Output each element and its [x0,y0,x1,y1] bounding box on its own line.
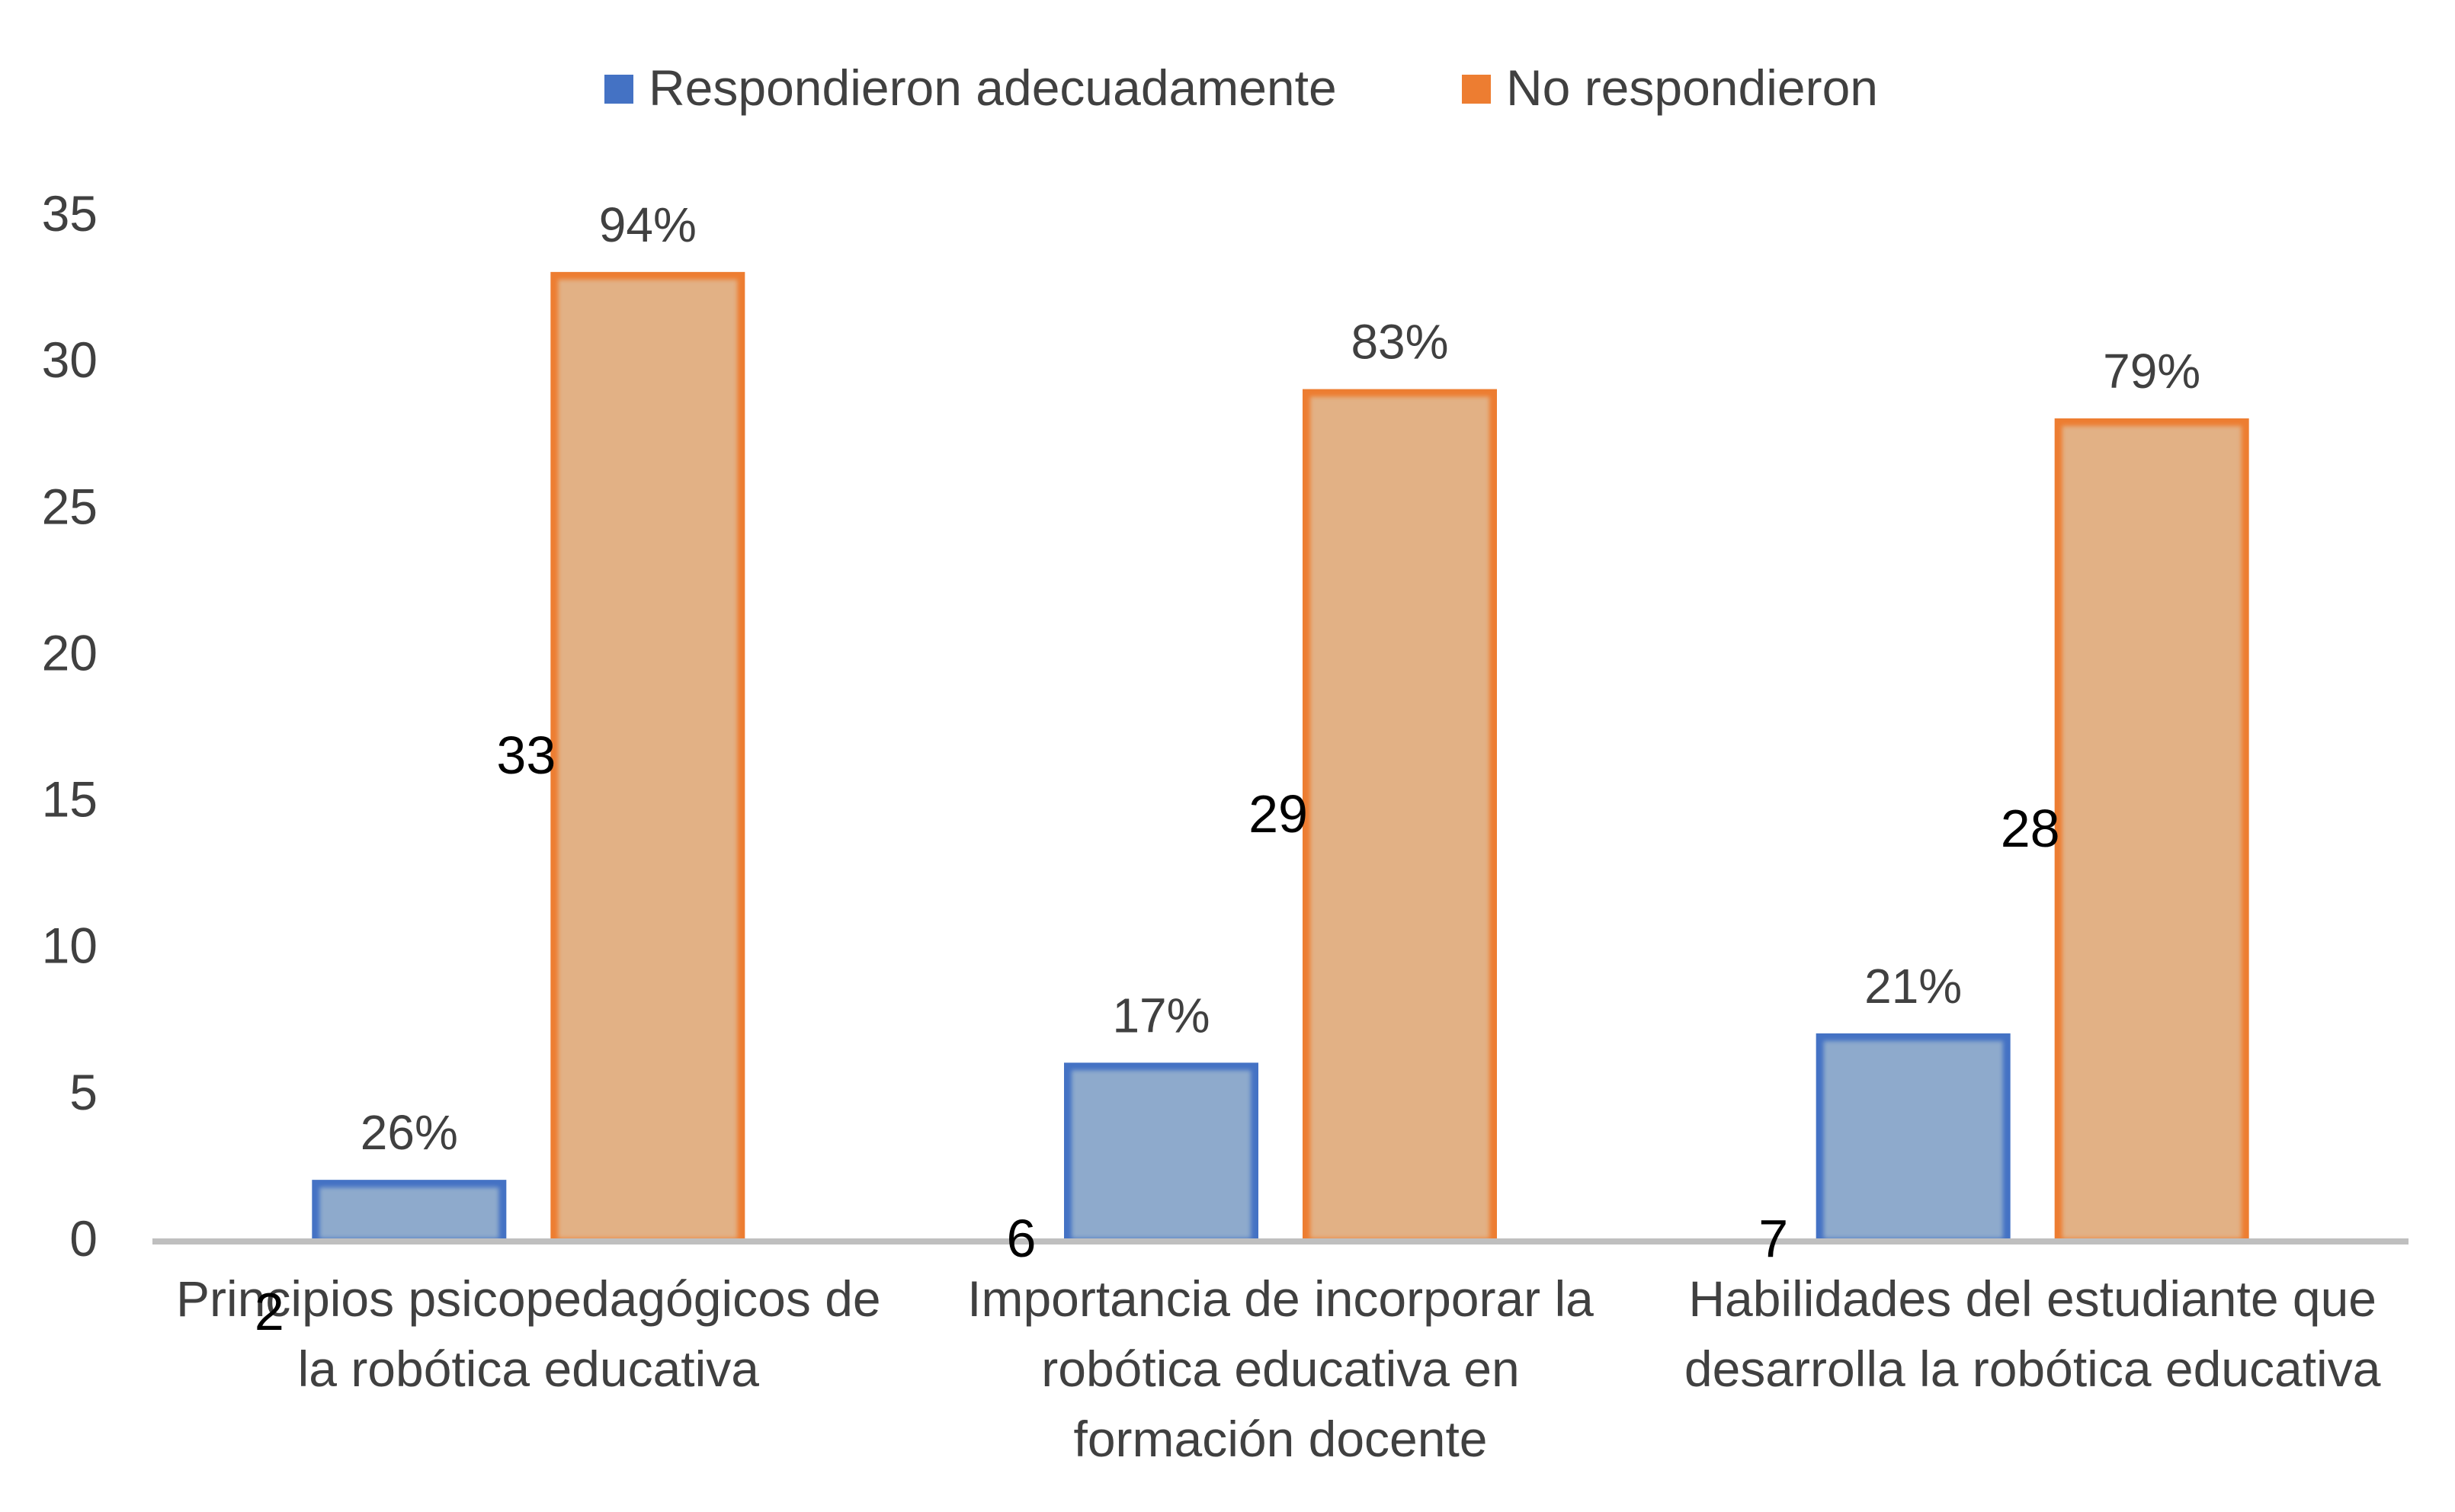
bar-respondieron-2 [1816,1033,2011,1238]
y-tick-label-20: 20 [42,624,98,681]
x-axis-labels: Principios psicopedagógicos de la robótic… [176,1270,2381,1467]
x-category-label-line: robótica educativa en [1041,1341,1519,1397]
bar-no-respondieron-0 [550,271,745,1238]
value-label: 2 [255,1282,284,1341]
bar-fill [1823,1041,2003,1238]
bar-respondieron-1 [1064,1062,1258,1238]
y-tick-label-35: 35 [42,185,98,242]
x-category-label-line: formación docente [1074,1411,1488,1467]
x-category-label-line: Importancia de incorporar la [967,1270,1594,1327]
value-label: 29 [1248,784,1308,844]
bar-no-respondieron-1 [1303,389,1497,1239]
percent-label: 79% [2103,344,2200,399]
percent-label: 94% [599,197,697,252]
bar-fill [2062,426,2242,1238]
legend: Respondieron adecuadamente No respondier… [604,59,1878,116]
legend-swatch-no-respondieron [1462,75,1491,104]
legend-label-respondieron: Respondieron adecuadamente [649,59,1337,116]
percent-labels: 26% 94% 17% 83% 21% 79% [361,197,2200,1160]
bars [312,271,2249,1239]
percent-label: 21% [1864,959,1962,1014]
legend-label-no-respondieron: No respondieron [1506,59,1878,116]
bar-fill [319,1187,499,1238]
x-category-label-line: desarrolla la robótica educativa [1684,1341,2381,1397]
value-label: 7 [1758,1209,1788,1268]
bar-fill [1310,396,1489,1238]
value-label: 33 [496,726,556,785]
x-category-label-1: Importancia de incorporar la robótica edu… [967,1270,1594,1467]
x-category-label-2: Habilidades del estudiante que desarrolla… [1684,1270,2381,1397]
value-labels: 2 33 6 29 7 28 [255,726,2060,1341]
y-tick-label-30: 30 [42,332,98,388]
bar-fill [1072,1070,1251,1238]
x-category-label-line: la robótica educativa [298,1341,760,1397]
value-label: 6 [1007,1209,1037,1268]
legend-item-no-respondieron: No respondieron [1462,59,1878,116]
bar-respondieron-0 [312,1180,507,1238]
x-category-label-line: Habilidades del estudiante que [1688,1270,2376,1327]
y-tick-label-25: 25 [42,478,98,534]
y-tick-label-0: 0 [69,1210,98,1267]
legend-swatch-respondieron [604,75,633,104]
y-axis: 0 5 10 15 20 25 30 35 [42,185,98,1267]
bar-fill [558,279,738,1238]
percent-label: 17% [1112,988,1210,1043]
bar-no-respondieron-2 [2054,418,2249,1238]
x-category-label-0: Principios psicopedagógicos de la robótic… [176,1270,881,1397]
legend-item-respondieron: Respondieron adecuadamente [604,59,1337,116]
y-tick-label-10: 10 [42,918,98,974]
y-tick-label-15: 15 [42,771,98,828]
y-tick-label-5: 5 [69,1064,98,1120]
value-label: 28 [2001,799,2060,858]
percent-label: 83% [1351,315,1448,370]
percent-label: 26% [361,1105,458,1160]
x-category-label-line: Principios psicopedagógicos de [176,1270,881,1327]
